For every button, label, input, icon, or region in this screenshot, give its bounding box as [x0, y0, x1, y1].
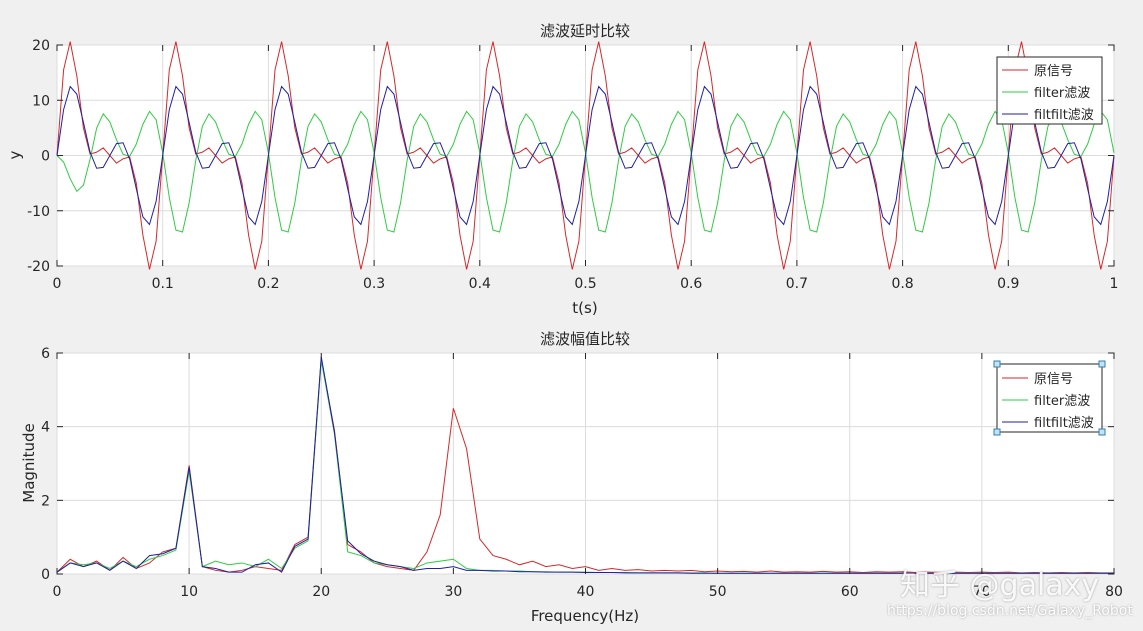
x-tick-label: 60 — [841, 584, 859, 600]
x-axis-label: t(s) — [572, 299, 597, 317]
y-tick-label: -20 — [27, 259, 50, 275]
legend-label-filtfilt: filtfilt滤波 — [1034, 108, 1094, 123]
selection-handle[interactable] — [1098, 360, 1106, 368]
x-tick-label: 10 — [180, 584, 198, 600]
x-tick-label: 0.4 — [469, 276, 491, 292]
x-tick-label: 0 — [53, 584, 62, 600]
selection-handle[interactable] — [1098, 428, 1106, 436]
x-tick-label: 50 — [709, 584, 727, 600]
legend-label-filter: filter滤波 — [1034, 394, 1090, 409]
x-tick-label: 0.8 — [891, 276, 913, 292]
y-tick-label: -10 — [27, 204, 50, 220]
legend[interactable]: 原信号 filter滤波 filtfilt滤波 — [993, 360, 1106, 436]
x-tick-label: 0.5 — [574, 276, 596, 292]
y-tick-label: 0 — [41, 149, 50, 165]
x-tick-label: 0 — [53, 276, 62, 292]
watermark-url: https://blog.csdn.net/Galaxy_Robot — [887, 603, 1133, 619]
chart-title: 滤波幅值比较 — [540, 330, 630, 348]
x-tick-label: 0.1 — [152, 276, 174, 292]
selection-handle[interactable] — [993, 360, 1001, 368]
y-tick-label: 2 — [41, 493, 50, 509]
x-tick-label: 0.2 — [257, 276, 279, 292]
x-tick-label: 20 — [312, 584, 330, 600]
legend-label-original: 原信号 — [1034, 64, 1073, 79]
y-tick-label: 10 — [32, 93, 50, 109]
y-axis-label: y — [6, 150, 24, 159]
y-tick-label: 4 — [41, 420, 50, 436]
original-spectrum-line — [56, 358, 1114, 574]
y-tick-label: 0 — [41, 567, 50, 583]
x-tick-label: 0.6 — [680, 276, 702, 292]
x-tick-label: 40 — [577, 584, 595, 600]
x-tick-label: 70 — [973, 584, 991, 600]
y-tick-label: 20 — [32, 38, 50, 54]
x-tick-label: 0.9 — [997, 276, 1019, 292]
x-axis-label: Frequency(Hz) — [531, 607, 639, 625]
chart-title: 滤波延时比较 — [540, 22, 630, 40]
selection-handle[interactable] — [993, 428, 1001, 436]
tick-labels: 0 0.1 0.2 0.3 0.4 0.5 0.6 0.7 0.8 0.9 1 20 10 0 -10 -20 — [27, 38, 1118, 292]
x-tick-label: 30 — [444, 584, 462, 600]
x-tick-label: 80 — [1105, 584, 1123, 600]
legend-label-original: 原信号 — [1034, 372, 1073, 387]
y-tick-label: 6 — [41, 346, 50, 362]
x-tick-label: 0.3 — [363, 276, 385, 292]
filtfilt-signal-line — [56, 85, 1115, 226]
plot-lines — [56, 41, 1115, 270]
legend-label-filtfilt: filtfilt滤波 — [1034, 416, 1094, 431]
legend[interactable]: 原信号 filter滤波 filtfilt滤波 — [996, 56, 1103, 125]
x-tick-label: 0.7 — [786, 276, 808, 292]
delay-comparison-axes: 0 0.1 0.2 0.3 0.4 0.5 0.6 0.7 0.8 0.9 1 20 10 0 -10 -20… — [6, 22, 1118, 317]
y-axis-label: Magnitude — [20, 423, 38, 502]
watermark-brand: 知乎 @galaxy — [900, 568, 1100, 603]
x-tick-label: 1 — [1110, 276, 1119, 292]
legend-label-filter: filter滤波 — [1034, 86, 1090, 101]
